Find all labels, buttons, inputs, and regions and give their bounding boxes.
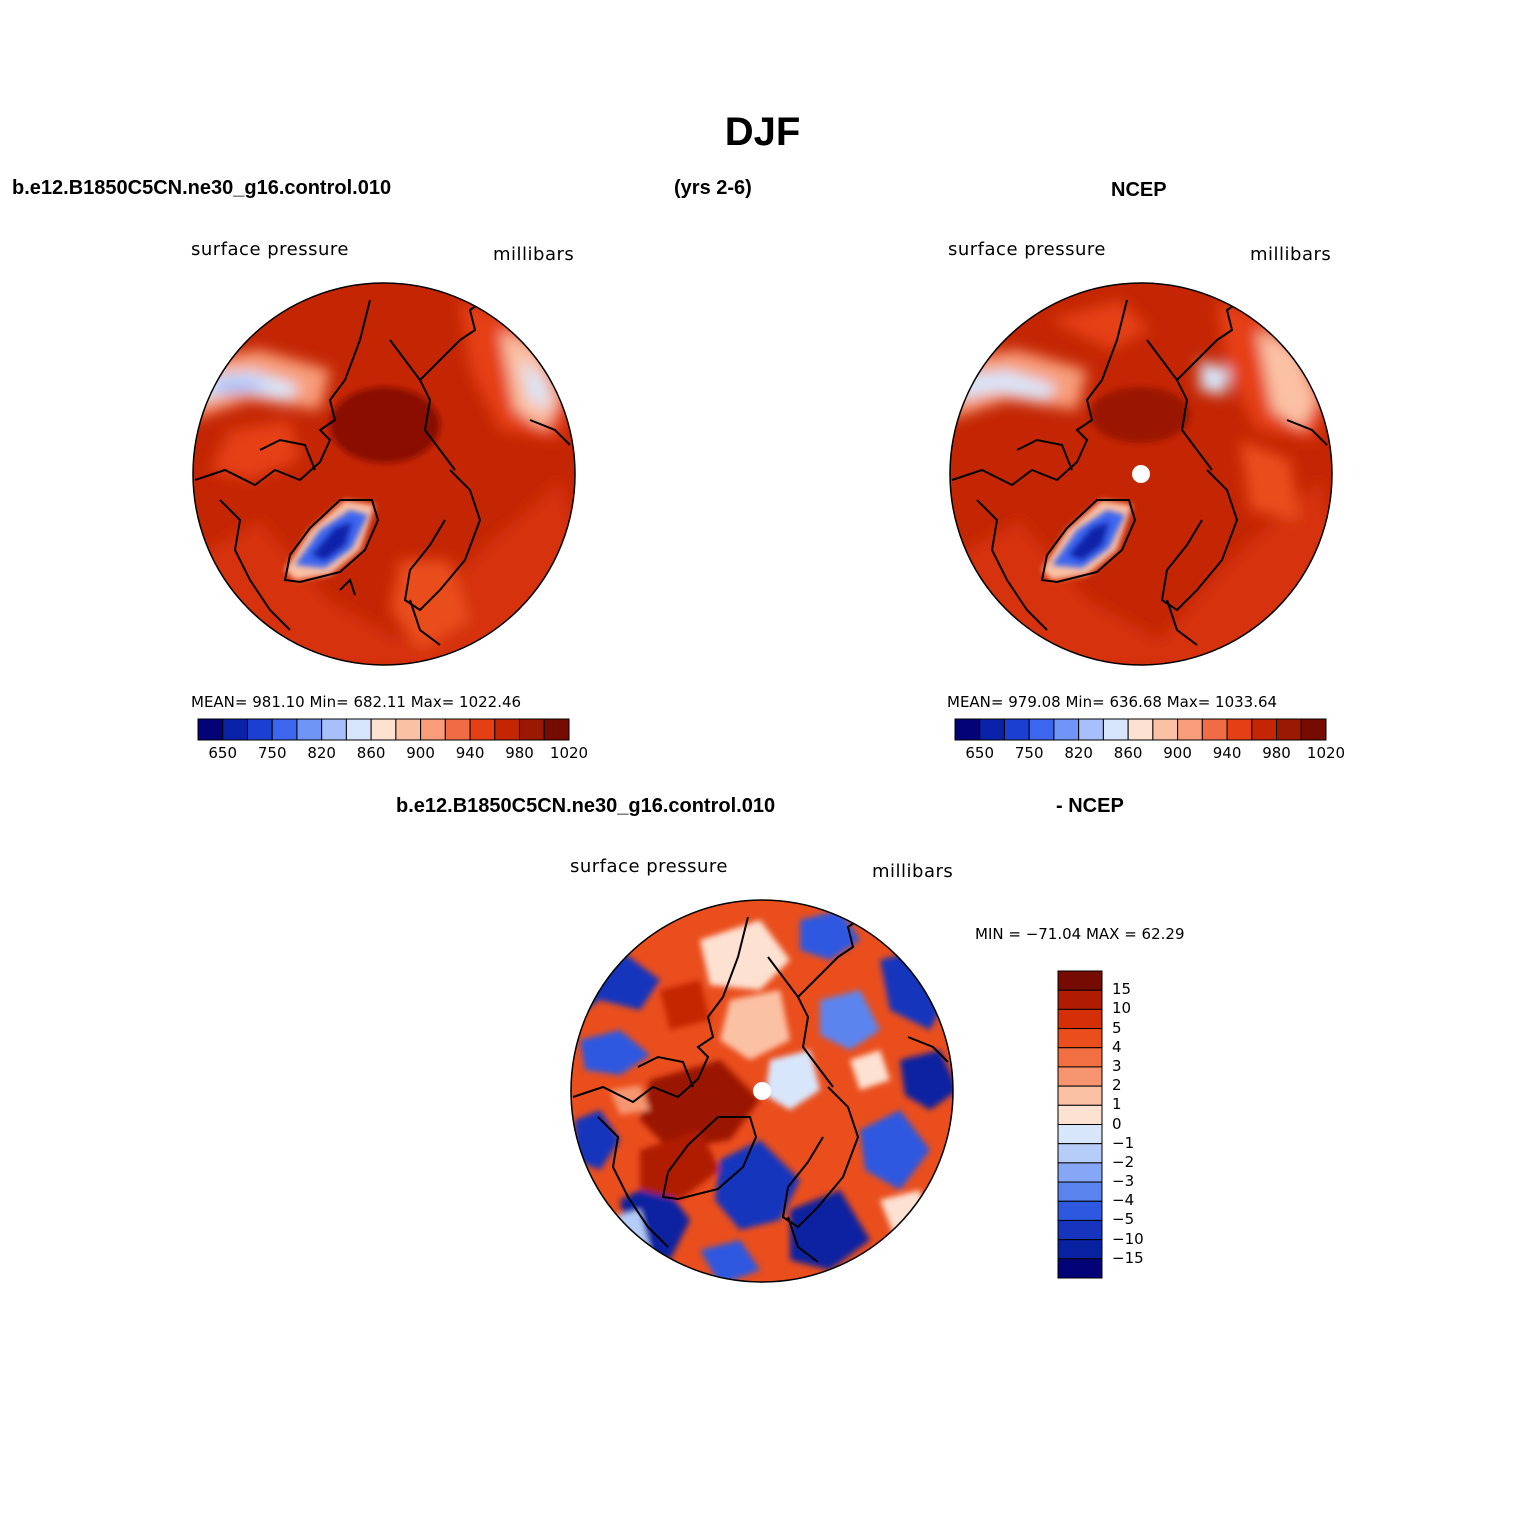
model-colorbar-box <box>271 718 298 741</box>
model-polar-map <box>192 282 576 666</box>
difference-colorbar-tick-label: −1 <box>1112 1133 1135 1152</box>
obs-colorbar-tick-label: 980 <box>1262 744 1291 762</box>
obs-colorbar-box <box>1226 718 1253 741</box>
model-colorbar-box <box>543 718 570 741</box>
model-units-label: millibars <box>493 244 575 265</box>
difference-colorbar-box <box>1057 1162 1103 1183</box>
model-colorbar-box <box>469 718 496 741</box>
diff-stats: MIN = −71.04 MAX = 62.29 <box>975 925 1185 943</box>
difference-colorbar-tick-label: −10 <box>1112 1229 1144 1248</box>
obs-colorbar-box <box>954 718 981 741</box>
difference-colorbar-tick-label: −2 <box>1112 1152 1135 1171</box>
model-colorbar-tick-label: 820 <box>307 744 336 762</box>
difference-colorbar-box <box>1057 1028 1103 1049</box>
diff-units-label: millibars <box>872 861 954 882</box>
model-colorbar-box <box>395 718 422 741</box>
model-colorbar-box <box>246 718 273 741</box>
obs-stats: MEAN= 979.08 Min= 636.68 Max= 1033.64 <box>947 693 1278 711</box>
difference-colorbar <box>1057 970 1103 1279</box>
model-colorbar-tick-label: 940 <box>455 744 485 762</box>
obs-colorbar-box <box>1003 718 1030 741</box>
model-colorbar-box <box>321 718 347 741</box>
model-colorbar-box <box>222 718 248 741</box>
difference-colorbar-tick-label: −15 <box>1112 1248 1144 1267</box>
difference-polar-map <box>570 899 954 1283</box>
obs-colorbar-tick-label: 820 <box>1064 744 1093 762</box>
obs-header: NCEP <box>1111 179 1167 201</box>
difference-colorbar-box <box>1057 1085 1103 1106</box>
figure-title: DJF <box>724 110 801 154</box>
model-colorbar-tick-label: 860 <box>356 744 386 762</box>
obs-colorbar-tick-label: 940 <box>1212 744 1242 762</box>
obs-colorbar-box <box>1127 718 1154 741</box>
difference-colorbar-tick-label: 3 <box>1112 1056 1122 1075</box>
difference-colorbar-box <box>1057 1066 1103 1087</box>
model-case-header: b.e12.B1850C5CN.ne30_g16.control.010 <box>12 177 392 199</box>
model-stats: MEAN= 981.10 Min= 682.11 Max= 1022.46 <box>191 693 522 711</box>
model-colorbar-box <box>444 718 471 741</box>
model-colorbar-tick-label: 750 <box>257 744 287 762</box>
obs-colorbar-box <box>1300 718 1327 741</box>
difference-colorbar-box <box>1057 1219 1103 1241</box>
obs-colorbar-tick-label: 1020 <box>1306 744 1346 762</box>
obs-colorbar-tick-label: 650 <box>965 744 995 762</box>
diff-variable-label: surface pressure <box>570 856 728 877</box>
difference-colorbar-tick-label: 0 <box>1112 1114 1122 1133</box>
obs-colorbar-box <box>1078 718 1104 741</box>
obs-colorbar <box>954 718 1327 741</box>
difference-colorbar-box <box>1057 1143 1103 1164</box>
difference-colorbar-box <box>1057 1239 1103 1260</box>
model-colorbar-tick-label: 650 <box>208 744 238 762</box>
difference-colorbar-box <box>1057 1104 1103 1125</box>
obs-variable-label: surface pressure <box>948 239 1106 260</box>
model-colorbar-box <box>519 718 545 741</box>
difference-colorbar-tick-label: 2 <box>1112 1076 1122 1095</box>
model-colorbar-tick-label: 1020 <box>549 744 589 762</box>
obs-colorbar-box <box>1251 718 1278 741</box>
model-colorbar-box <box>494 718 521 741</box>
model-colorbar <box>197 718 570 741</box>
difference-colorbar-box <box>1057 1200 1103 1221</box>
obs-colorbar-tick-label: 750 <box>1014 744 1044 762</box>
model-colorbar-tick-label: 900 <box>406 744 435 762</box>
difference-colorbar-tick-label: 1 <box>1112 1095 1122 1114</box>
obs-colorbar-tick-label: 900 <box>1163 744 1192 762</box>
obs-colorbar-box <box>1028 718 1055 741</box>
obs-colorbar-box <box>1053 718 1080 741</box>
model-colorbar-box <box>197 718 224 741</box>
difference-colorbar-tick-label: −5 <box>1112 1210 1135 1229</box>
difference-colorbar-tick-label: 15 <box>1112 980 1132 999</box>
diff-case-header: b.e12.B1850C5CN.ne30_g16.control.010 <box>396 795 776 817</box>
difference-colorbar-box <box>1057 970 1103 991</box>
difference-colorbar-tick-label: 10 <box>1112 999 1132 1018</box>
difference-colorbar-tick-label: −4 <box>1112 1191 1135 1210</box>
obs-colorbar-tick-label: 860 <box>1113 744 1143 762</box>
model-colorbar-tick-label: 980 <box>505 744 534 762</box>
obs-polar-map <box>949 282 1333 666</box>
difference-colorbar-box <box>1057 1124 1103 1145</box>
obs-colorbar-box <box>1177 718 1203 741</box>
model-colorbar-box <box>420 718 446 741</box>
obs-colorbar-box <box>1201 718 1228 741</box>
difference-colorbar-box <box>1057 1258 1103 1279</box>
obs-colorbar-box <box>979 718 1005 741</box>
obs-colorbar-box <box>1152 718 1179 741</box>
obs-colorbar-box <box>1276 718 1302 741</box>
difference-colorbar-tick-label: 5 <box>1112 1018 1122 1037</box>
model-colorbar-box <box>296 718 323 741</box>
model-variable-label: surface pressure <box>191 239 349 260</box>
obs-units-label: millibars <box>1250 244 1332 265</box>
difference-colorbar-box <box>1057 1181 1103 1202</box>
difference-colorbar-tick-label: −3 <box>1112 1172 1135 1191</box>
difference-colorbar-tick-label: 4 <box>1112 1037 1122 1056</box>
obs-colorbar-box <box>1102 718 1129 741</box>
difference-colorbar-box <box>1057 1047 1103 1068</box>
difference-colorbar-box <box>1057 1008 1103 1030</box>
model-colorbar-box <box>370 718 397 741</box>
diff-obs-header: - NCEP <box>1056 795 1124 817</box>
difference-colorbar-box <box>1057 989 1103 1010</box>
years-header: (yrs 2-6) <box>674 177 752 199</box>
model-colorbar-box <box>345 718 372 741</box>
